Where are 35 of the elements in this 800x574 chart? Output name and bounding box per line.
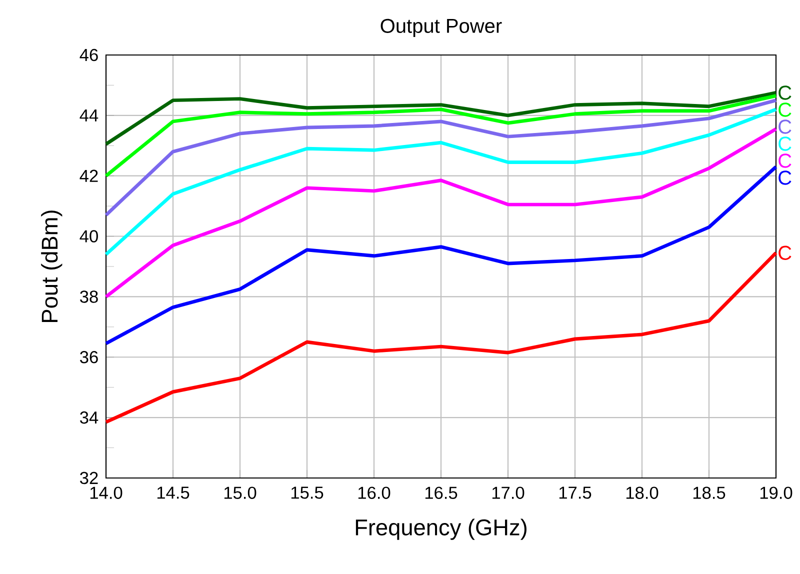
- x-tick-label: 17.0: [492, 486, 524, 499]
- line-series: [104, 127, 778, 298]
- line-series: [104, 94, 778, 178]
- y-axis-title: Pout (dBm): [41, 210, 62, 322]
- series-label: C: [778, 154, 792, 168]
- x-tick-label: 17.5: [559, 486, 592, 499]
- series-label: C: [778, 120, 792, 134]
- series-label: C: [778, 246, 792, 260]
- series-label: C: [778, 136, 792, 151]
- x-axis-title: Frequency (GHz): [356, 518, 526, 540]
- series-label: C: [778, 102, 792, 117]
- x-tick-label: 18.5: [693, 486, 726, 499]
- line-series: [104, 165, 778, 346]
- chart-title: Output Power: [380, 18, 502, 37]
- x-tick-label: 18.0: [626, 486, 658, 499]
- y-tick-label: 40: [80, 230, 98, 242]
- y-tick-label: 34: [80, 411, 98, 424]
- y-tick-label: 38: [80, 290, 98, 303]
- line-series: [104, 108, 778, 256]
- y-tick-label: 44: [80, 109, 98, 122]
- x-tick-label: 15.5: [291, 486, 324, 499]
- x-tick-label: 19.0: [760, 486, 792, 499]
- series-label: C: [778, 170, 792, 185]
- line-series: [104, 251, 778, 424]
- x-tick-label: 14.5: [157, 486, 190, 499]
- y-tick-label: 42: [80, 170, 98, 182]
- x-tick-label: 15.0: [224, 486, 256, 499]
- line-series: [104, 98, 778, 217]
- y-tick-label: 46: [80, 48, 98, 62]
- series-label: C: [778, 86, 792, 100]
- y-tick-label: 32: [80, 472, 98, 484]
- x-tick-label: 14.0: [90, 486, 122, 499]
- y-tick-label: 36: [80, 350, 98, 364]
- x-tick-label: 16.5: [425, 486, 458, 499]
- x-tick-label: 16.0: [358, 486, 390, 499]
